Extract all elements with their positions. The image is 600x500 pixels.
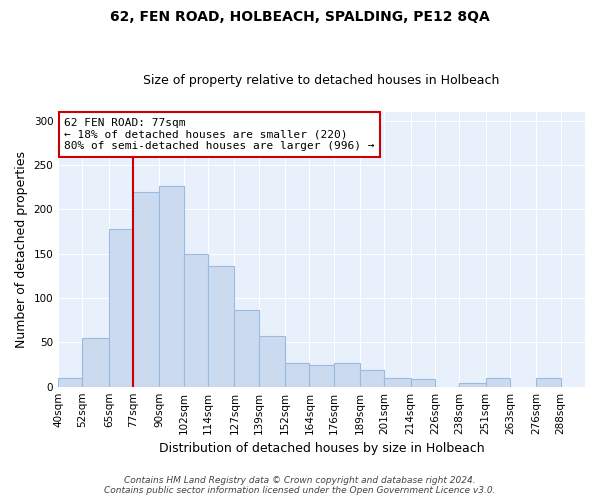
Bar — [385, 378, 411, 386]
Bar — [486, 378, 510, 386]
Bar — [82, 338, 109, 386]
Y-axis label: Number of detached properties: Number of detached properties — [15, 150, 28, 348]
Bar — [411, 378, 435, 386]
Text: 62, FEN ROAD, HOLBEACH, SPALDING, PE12 8QA: 62, FEN ROAD, HOLBEACH, SPALDING, PE12 8… — [110, 10, 490, 24]
Bar — [285, 362, 310, 386]
Text: 62 FEN ROAD: 77sqm
← 18% of detached houses are smaller (220)
80% of semi-detach: 62 FEN ROAD: 77sqm ← 18% of detached hou… — [64, 118, 375, 151]
Title: Size of property relative to detached houses in Holbeach: Size of property relative to detached ho… — [143, 74, 500, 87]
Bar — [109, 229, 133, 386]
Bar — [310, 364, 334, 386]
Bar — [208, 266, 235, 386]
Bar — [360, 370, 385, 386]
Bar — [235, 310, 259, 386]
Bar — [58, 378, 82, 386]
Bar — [184, 254, 208, 386]
Bar — [259, 336, 285, 386]
Bar — [133, 192, 160, 386]
Bar — [160, 186, 184, 386]
Bar — [460, 383, 486, 386]
Bar — [334, 362, 360, 386]
Bar — [536, 378, 560, 386]
X-axis label: Distribution of detached houses by size in Holbeach: Distribution of detached houses by size … — [159, 442, 484, 455]
Text: Contains HM Land Registry data © Crown copyright and database right 2024.
Contai: Contains HM Land Registry data © Crown c… — [104, 476, 496, 495]
